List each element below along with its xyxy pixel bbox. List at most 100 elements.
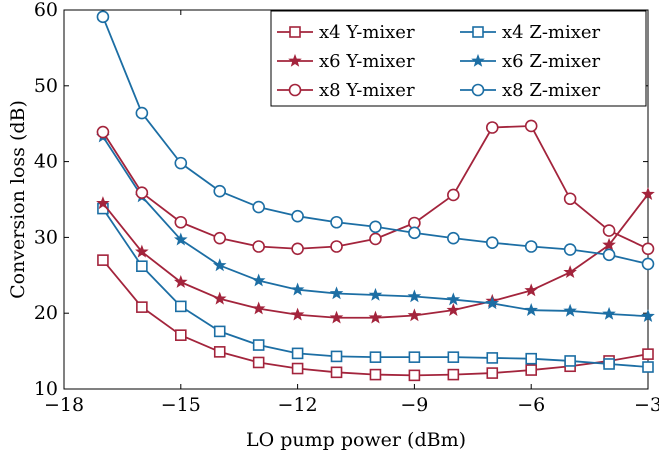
data-point <box>174 156 188 170</box>
data-point <box>136 301 148 313</box>
data-point <box>252 339 265 351</box>
data-point <box>563 192 577 206</box>
y-tick-label: 10 <box>34 378 58 400</box>
legend-marker <box>472 26 484 38</box>
x-tick-label: −12 <box>278 394 318 416</box>
legend-item: x8 Z-mixer <box>460 80 601 101</box>
y-tick-label: 60 <box>34 0 58 21</box>
data-point <box>369 368 382 381</box>
series-x4-z-mixer <box>97 202 654 373</box>
data-point <box>524 119 538 133</box>
data-point <box>408 226 421 240</box>
legend-marker <box>289 26 301 38</box>
data-point <box>174 215 188 229</box>
data-point <box>174 232 188 246</box>
data-point <box>563 303 577 317</box>
series-x8-z-mixer <box>96 10 655 271</box>
axis-tick-labels: −18 −15 −12 −9 −6 −3 10 20 30 40 50 60 <box>34 0 659 416</box>
data-point <box>641 309 655 323</box>
data-point <box>485 121 499 134</box>
data-point <box>368 310 383 324</box>
data-point <box>330 366 343 379</box>
data-point <box>447 351 460 363</box>
x-tick-label: −18 <box>44 394 84 416</box>
data-point <box>525 352 538 365</box>
data-point <box>213 184 227 198</box>
data-point <box>136 260 148 273</box>
data-point <box>212 258 227 272</box>
data-point <box>291 242 304 256</box>
data-point <box>564 355 576 367</box>
legend-marker <box>288 83 302 97</box>
data-point <box>407 289 422 303</box>
legend-marker <box>471 83 485 97</box>
data-point <box>212 291 227 305</box>
data-point <box>602 224 616 237</box>
y-tick-label: 20 <box>34 302 58 324</box>
data-point <box>447 368 460 381</box>
legend-label: x8 Y-mixer <box>319 80 415 101</box>
series-x8-y-mixer <box>96 119 655 256</box>
plot-frame <box>63 9 649 390</box>
data-point <box>641 187 655 200</box>
series-layer <box>96 10 655 382</box>
legend-item: x6 Z-mixer <box>460 51 601 72</box>
data-point <box>602 237 616 251</box>
plot-area: −18 −15 −12 −9 −6 −3 10 20 30 40 50 60 <box>34 0 659 416</box>
data-point <box>135 244 149 258</box>
data-point <box>96 125 110 139</box>
data-point <box>96 196 110 210</box>
data-point <box>175 300 187 313</box>
data-point <box>524 283 538 297</box>
data-point <box>135 106 149 120</box>
data-point <box>330 240 343 253</box>
series-line <box>102 193 649 319</box>
data-point <box>485 296 500 310</box>
data-point <box>251 273 266 287</box>
data-point <box>642 361 654 373</box>
data-point <box>291 362 304 375</box>
data-point <box>329 286 344 300</box>
legend-item: x6 Y-mixer <box>277 51 415 72</box>
data-point <box>641 257 655 271</box>
data-point <box>174 274 188 288</box>
y-tick-label: 30 <box>34 226 58 248</box>
data-point <box>330 350 343 363</box>
data-point <box>175 329 187 341</box>
data-point <box>446 303 461 316</box>
data-point <box>447 188 460 202</box>
data-point <box>291 209 304 223</box>
data-point <box>213 325 226 338</box>
data-point <box>407 308 422 322</box>
legend-item: x4 Z-mixer <box>460 22 601 43</box>
data-point <box>213 231 227 245</box>
data-point <box>642 348 654 360</box>
data-point <box>602 306 616 320</box>
legend-item: x4 Y-mixer <box>277 22 415 43</box>
data-point <box>369 351 382 363</box>
data-point <box>369 232 382 246</box>
data-point <box>369 220 382 234</box>
data-point <box>641 242 655 256</box>
x-tick-label: −15 <box>161 394 201 416</box>
legend-label: x6 Z-mixer <box>502 51 601 72</box>
data-point <box>486 367 499 379</box>
legend-item: x8 Y-mixer <box>277 80 415 101</box>
legend-label: x4 Y-mixer <box>319 22 415 43</box>
legend-label: x4 Z-mixer <box>502 22 601 43</box>
data-point <box>290 307 305 321</box>
data-point <box>252 356 265 369</box>
data-point <box>291 347 304 360</box>
legend-label: x8 Z-mixer <box>502 80 601 101</box>
x-tick-label: −3 <box>634 394 659 416</box>
data-point <box>486 352 499 364</box>
data-point <box>213 346 226 358</box>
legend-marker <box>471 53 485 67</box>
data-point <box>602 248 616 262</box>
y-axis-label: Conversion loss (dB) <box>7 100 29 299</box>
data-point <box>524 303 538 316</box>
legend-box <box>270 10 647 107</box>
data-point <box>485 236 499 250</box>
y-tick-label: 50 <box>34 75 58 97</box>
legend-label: x6 Y-mixer <box>319 51 415 72</box>
